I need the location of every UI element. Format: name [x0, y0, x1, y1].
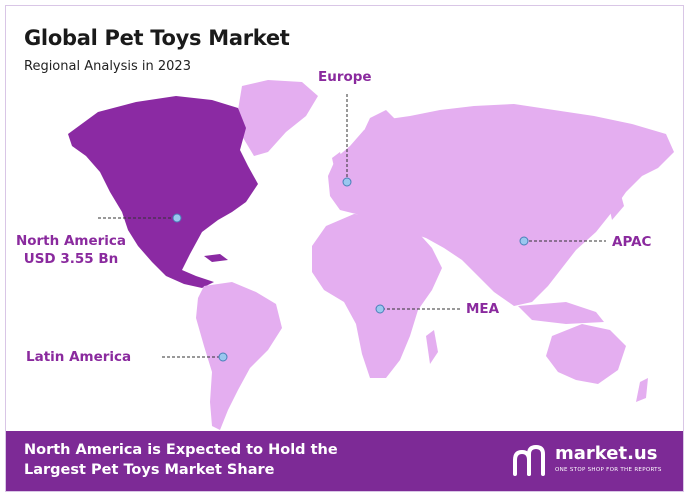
label-europe: Europe [318, 69, 372, 85]
footer-headline-line-1: North America is Expected to Hold the [24, 442, 338, 458]
brand-mark-icon [513, 444, 545, 476]
marker-north-america [172, 213, 182, 223]
marker-latin-america [218, 352, 228, 362]
infographic-frame: Global Pet Toys Market Regional Analysis… [5, 5, 684, 492]
eurasia-region [328, 104, 674, 306]
latin-america-region [196, 282, 282, 430]
label-mea: MEA [466, 301, 500, 317]
footer-headline: North America is Expected to Hold the La… [24, 440, 454, 480]
marker-mea [375, 304, 385, 314]
australia [546, 324, 626, 384]
madagascar [426, 330, 438, 364]
scandinavia [356, 110, 398, 152]
marker-europe [342, 177, 352, 187]
brand-tagline: ONE STOP SHOP FOR THE REPORTS [555, 467, 662, 473]
north-america-region [68, 96, 258, 288]
footer-banner: North America is Expected to Hold the La… [6, 431, 683, 491]
japan [606, 184, 624, 220]
mea-region [312, 214, 442, 378]
label-apac: APAC [612, 234, 652, 250]
british-isles [332, 152, 344, 176]
marker-apac [519, 236, 529, 246]
caribbean-islands [204, 254, 228, 262]
new-zealand [636, 378, 648, 402]
greenland [238, 80, 318, 156]
brand-name: market.us [555, 443, 658, 464]
label-north-america: North America USD 3.55 Bn [6, 232, 136, 268]
world-map [68, 80, 674, 430]
page-title: Global Pet Toys Market [24, 26, 290, 50]
page-subtitle: Regional Analysis in 2023 [24, 59, 191, 74]
label-latin-america: Latin America [26, 349, 132, 365]
brand-logo: market.us ONE STOP SHOP FOR THE REPORTS [511, 441, 676, 481]
footer-headline-line-2: Largest Pet Toys Market Share [24, 462, 275, 478]
label-north-america-value: USD 3.55 Bn [23, 251, 119, 267]
label-north-america-name: North America [15, 233, 127, 249]
indonesia [518, 302, 604, 324]
